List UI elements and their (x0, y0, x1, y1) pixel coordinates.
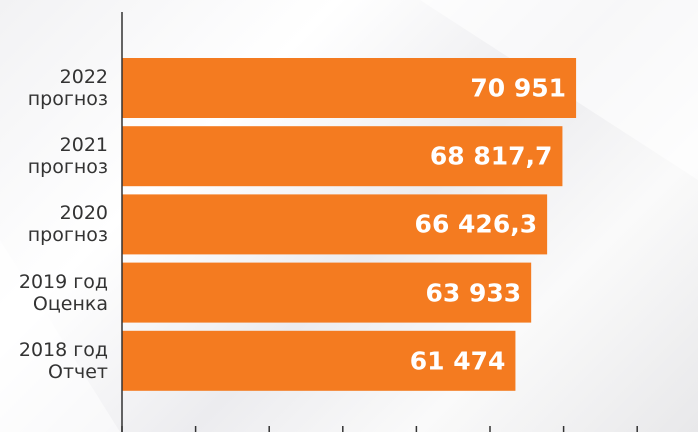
bar (122, 58, 577, 118)
y-tick-label: 2018 год Отчет (18, 338, 108, 383)
bar (122, 194, 548, 255)
value-label: 68 817,7 (429, 141, 553, 171)
value-label: 61 474 (409, 346, 506, 376)
y-tick-label: 2022 прогноз (27, 66, 108, 110)
y-tick-label: 2021 прогноз (27, 134, 108, 179)
y-tick-label: 2019 год Оценка (18, 270, 108, 315)
bar (122, 126, 563, 187)
y-tick-label: 2020 прогноз (27, 202, 108, 247)
value-label: 63 933 (425, 278, 522, 308)
value-label: 66 426,3 (414, 209, 538, 239)
value-label: 70 951 (470, 73, 567, 103)
bar (122, 330, 516, 391)
bg-shape (0, 240, 120, 432)
bar (122, 262, 532, 323)
